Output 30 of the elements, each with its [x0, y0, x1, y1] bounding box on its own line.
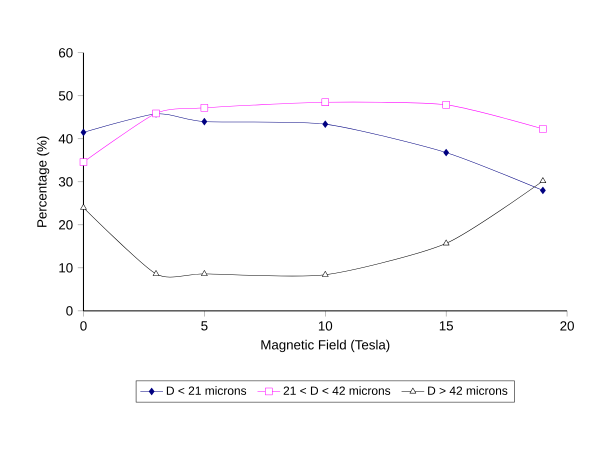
y-tick-label: 30 — [58, 177, 73, 187]
point — [540, 186, 546, 194]
point — [443, 148, 450, 156]
legend-label: D < 21 microns — [166, 386, 246, 395]
x-tick-label: 10 — [318, 321, 332, 331]
point — [442, 101, 450, 109]
point — [80, 158, 88, 166]
x-tick-label: 5 — [201, 321, 208, 330]
y-tick-label: 0 — [66, 306, 73, 316]
x-tick-label: 15 — [440, 321, 453, 330]
point — [201, 270, 208, 276]
point — [322, 120, 328, 128]
y-tick-label: 10 — [59, 263, 73, 273]
point — [442, 240, 450, 246]
x-tick-label: 20 — [560, 321, 574, 331]
legend-label: 21 < D < 42 microns — [284, 386, 390, 395]
x-axis-title: Magnetic Field (Tesla) — [261, 340, 390, 352]
point — [152, 270, 160, 276]
point — [202, 118, 208, 126]
point — [539, 125, 547, 133]
point — [80, 128, 86, 136]
legend-label: D > 42 microns — [428, 386, 508, 395]
point — [322, 271, 329, 277]
y-tick-label: 50 — [58, 91, 73, 100]
y-axis-title: Percentage (%) — [36, 136, 50, 227]
y-tick-label: 60 — [59, 48, 73, 58]
x-tick-label: 0 — [80, 321, 87, 331]
y-tick-label: 40 — [58, 134, 73, 144]
y-tick-label: 20 — [59, 220, 73, 230]
point — [540, 177, 546, 183]
